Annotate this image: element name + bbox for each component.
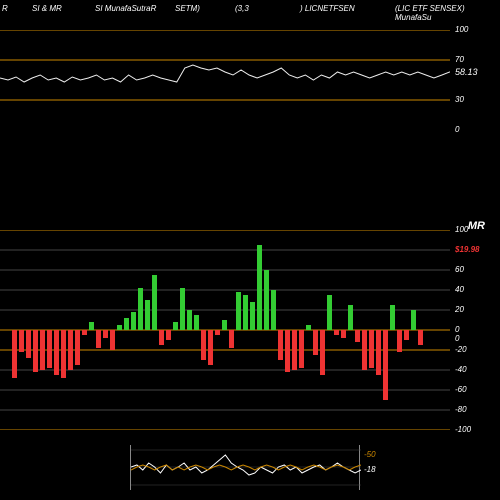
mr-label: MR — [468, 220, 485, 232]
header-item: (LIC ETF SENSEX) MunafaSu — [395, 4, 500, 22]
mini-label: -18 — [364, 465, 376, 474]
axis-label: $19.98 — [455, 245, 479, 254]
grid-label: 70 — [455, 55, 464, 64]
axis-label: -60 — [455, 385, 467, 394]
header-item: SI MunafaSutraR — [95, 4, 156, 13]
axis-label: 0 0 — [455, 325, 459, 343]
header-item: SETM) — [175, 4, 200, 13]
header-item: R — [2, 4, 8, 13]
mini-label: -50 — [364, 450, 376, 459]
header-item: (3,3 — [235, 4, 249, 13]
rsi-value: 58.13 — [455, 67, 478, 77]
header-item: ) LICNETFSEN — [300, 4, 355, 13]
axis-label: -80 — [455, 405, 467, 414]
axis-label: -20 — [455, 345, 467, 354]
axis-label: 20 — [455, 305, 464, 314]
header-item: SI & MR — [32, 4, 62, 13]
axis-label: -100 — [455, 425, 471, 434]
axis-label: 100 — [455, 225, 468, 234]
header-labels: R SI & MR SI MunafaSutraR SETM) (3,3 ) LICNET… — [0, 4, 500, 18]
mini-chart: -50-18 — [130, 445, 360, 490]
axis-label: 40 — [455, 285, 464, 294]
bar-chart: 100$19.986040200 0-20-40-60-80-100 — [0, 230, 450, 430]
grid-label: 30 — [455, 95, 464, 104]
axis-label: -40 — [455, 365, 467, 374]
grid-label: 100 — [455, 25, 468, 34]
rsi-chart: 1007030058.13 — [0, 30, 450, 150]
axis-label: 60 — [455, 265, 464, 274]
grid-label: 0 — [455, 125, 459, 134]
